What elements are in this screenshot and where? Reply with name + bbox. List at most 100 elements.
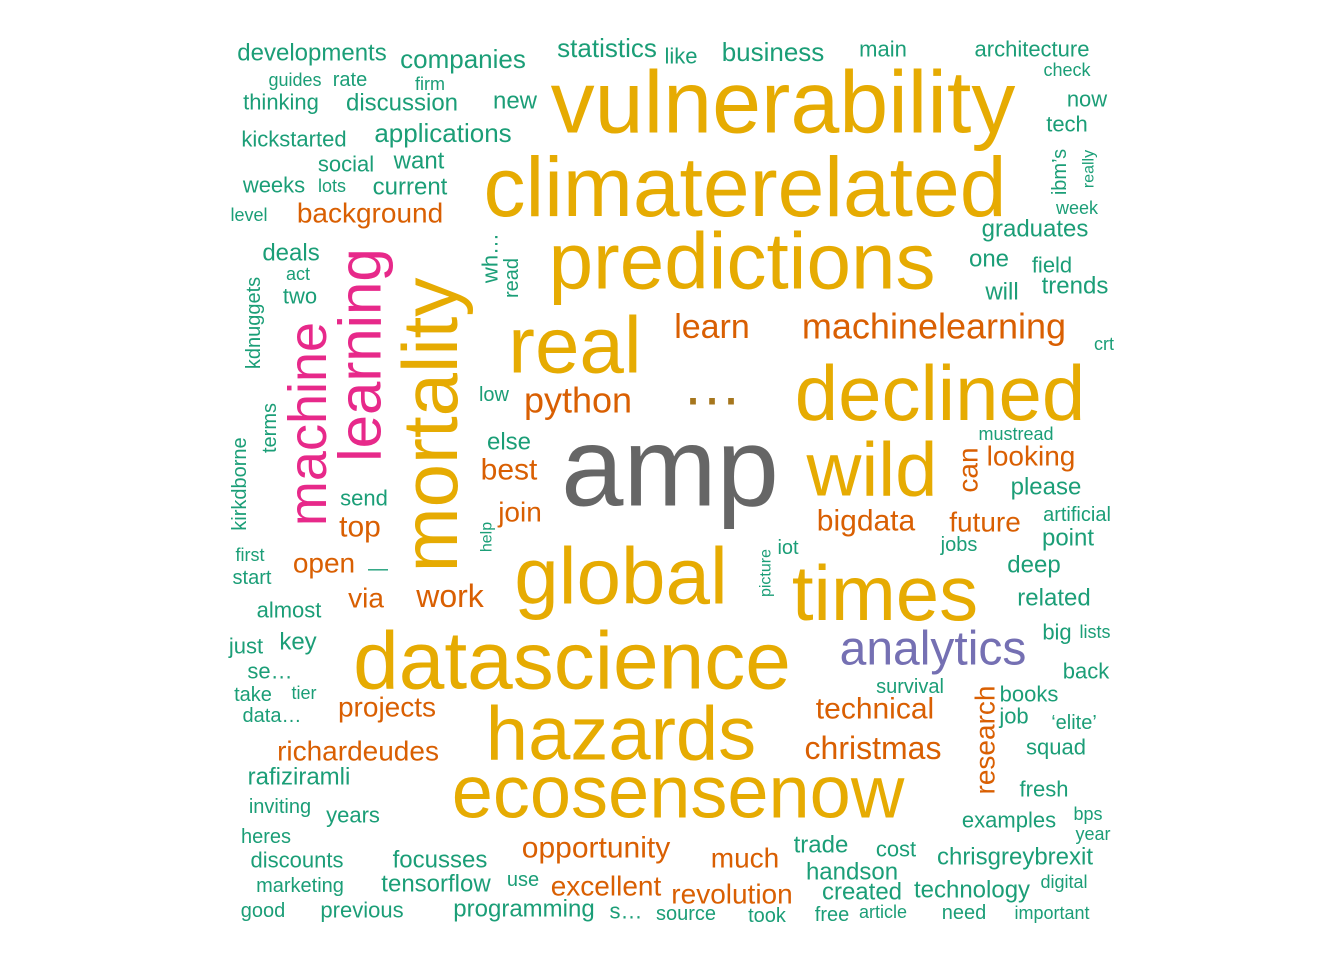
word: rafiziramli (248, 764, 351, 791)
word: discussion (346, 90, 458, 117)
word: read (501, 258, 523, 298)
word: source (656, 903, 716, 925)
word: background (297, 198, 443, 229)
word: business (722, 37, 825, 67)
word: really (1081, 150, 1098, 188)
word: vulnerability (551, 53, 1016, 152)
word: christmas (805, 730, 942, 766)
word: applications (374, 118, 511, 148)
word: real (508, 301, 641, 390)
word: opportunity (522, 832, 670, 865)
word: discounts (251, 848, 344, 873)
word: back (1063, 659, 1110, 684)
word: work (415, 578, 485, 614)
word: help (479, 522, 496, 552)
word: richardeudes (277, 736, 439, 767)
word: wh… (478, 233, 503, 284)
word: take (234, 684, 272, 706)
word: deals (262, 240, 319, 267)
word: future (949, 507, 1021, 538)
word: looking (987, 441, 1076, 472)
word: digital (1040, 872, 1087, 892)
word: technical (816, 693, 934, 726)
word: heres (241, 826, 291, 848)
word: guides (268, 70, 321, 90)
word: fresh (1020, 777, 1069, 802)
word: kdnuggets (243, 277, 265, 369)
word: bps (1073, 804, 1102, 824)
word: open (293, 548, 355, 579)
word: bigdata (817, 505, 916, 538)
word: year (1075, 824, 1110, 844)
word: tier (291, 683, 316, 703)
word: join (497, 497, 542, 528)
word: examples (962, 808, 1056, 833)
word: social (318, 152, 374, 177)
word: ibm’s (1049, 149, 1071, 195)
word: hazards (486, 692, 756, 777)
word: excellent (551, 871, 662, 902)
word: predictions (549, 217, 936, 306)
word: job (998, 704, 1028, 729)
word: wild (806, 428, 938, 513)
word: — (368, 558, 388, 580)
word: global (514, 532, 728, 621)
word: statistics (557, 33, 657, 63)
word: start (233, 567, 272, 589)
word: low (479, 384, 510, 406)
word: years (326, 803, 380, 828)
word: rate (333, 69, 367, 91)
word: related (1017, 585, 1090, 612)
word: architecture (975, 37, 1090, 62)
word: like (664, 44, 697, 69)
word: programming (453, 896, 594, 923)
word: current (373, 174, 448, 201)
word: just (228, 634, 263, 659)
word: lists (1080, 622, 1111, 642)
word: marketing (256, 875, 344, 897)
word: created (822, 879, 902, 906)
word: python (524, 380, 632, 421)
word: kickstarted (241, 127, 346, 152)
word: took (748, 905, 787, 927)
word: climaterelated (484, 140, 1007, 234)
word: books (1000, 682, 1059, 707)
word: declined (795, 349, 1086, 437)
word: important (1014, 903, 1089, 923)
word: se… (247, 659, 292, 684)
word: new (493, 88, 538, 115)
word: point (1042, 525, 1094, 552)
word: jobs (940, 534, 978, 556)
word: top (339, 511, 381, 544)
word: send (340, 486, 388, 511)
word: cost (876, 837, 916, 862)
word: focusses (393, 847, 488, 874)
word: picture (758, 549, 775, 597)
word: need (942, 902, 987, 924)
word: amp (561, 405, 779, 530)
word: mustread (978, 424, 1053, 444)
word: revolution (671, 879, 792, 910)
word: artificial (1043, 504, 1111, 526)
word: thinking (243, 90, 319, 115)
word: crt (1094, 334, 1114, 354)
word: data… (243, 705, 302, 727)
word: lots (318, 176, 346, 196)
word: can (953, 447, 984, 492)
word: will (984, 279, 1018, 306)
word: trade (794, 832, 849, 859)
word: terms (259, 403, 281, 453)
word: trends (1042, 273, 1109, 300)
word: week (1055, 198, 1099, 218)
word: almost (257, 598, 322, 623)
word: previous (320, 898, 403, 923)
word: weeks (242, 173, 305, 198)
word: first (236, 545, 265, 565)
word: level (230, 205, 267, 225)
word: ecosensenow (452, 751, 905, 834)
word: else (487, 429, 531, 456)
word: survival (876, 676, 944, 698)
word: two (283, 284, 317, 309)
word: handson (806, 859, 898, 886)
